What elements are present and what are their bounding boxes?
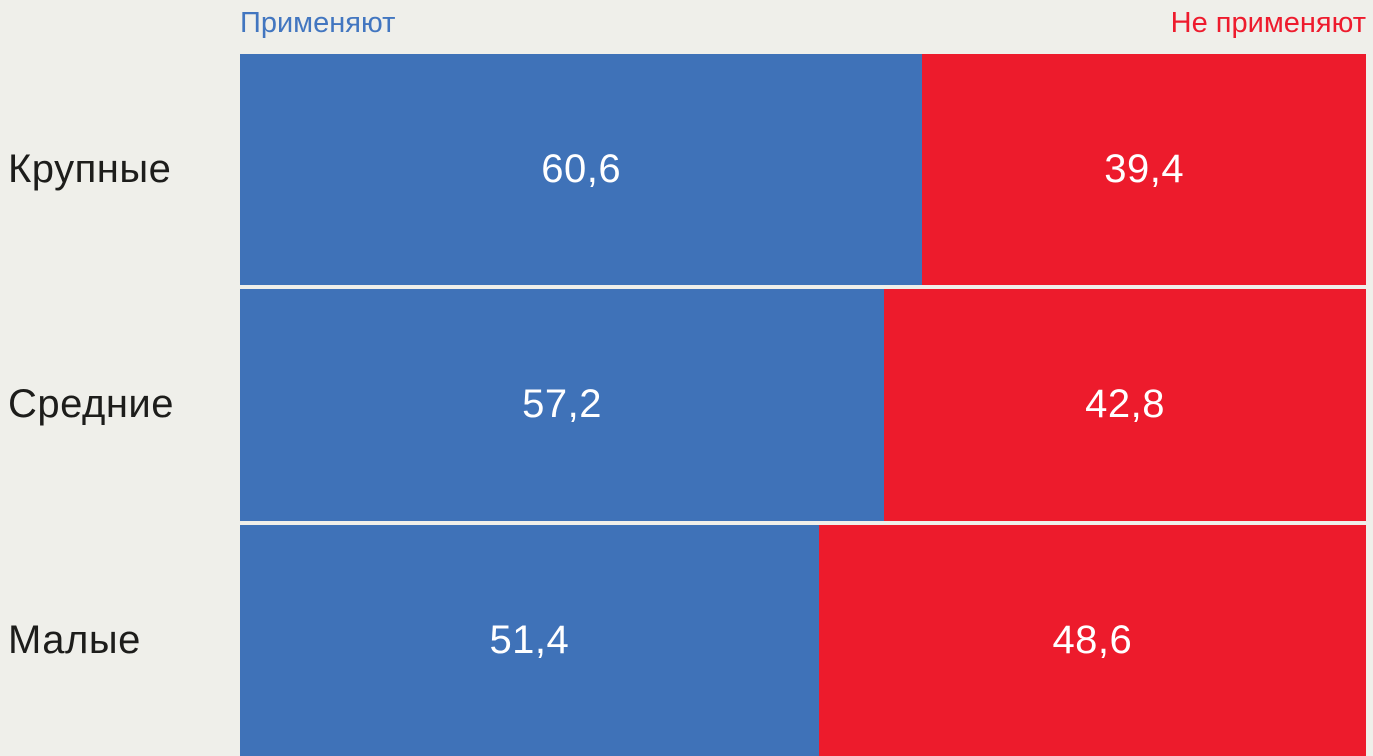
bar-segment-applied: 57,2	[240, 289, 885, 521]
category-label: Малые	[8, 617, 141, 662]
bar-track: 57,2 42,8	[240, 289, 1366, 521]
bar-segment-not-applied: 39,4	[922, 54, 1366, 286]
bar-segment-applied: 51,4	[240, 524, 819, 756]
legend-item-not-applied: Не применяют	[1170, 7, 1366, 39]
bar-value-label: 48,6	[1052, 617, 1133, 662]
legend-item-applied: Применяют	[240, 7, 396, 39]
category-label: Крупные	[8, 147, 172, 192]
bar-row-srednie: Средние 57,2 42,8	[0, 289, 1373, 521]
category-label: Средние	[8, 382, 175, 427]
bar-value-label: 42,8	[1085, 382, 1165, 427]
bar-value-label: 60,6	[541, 147, 622, 192]
bar-value-label: 51,4	[489, 617, 570, 662]
bar-value-label: 39,4	[1104, 147, 1185, 192]
bar-track: 60,6 39,4	[240, 54, 1366, 286]
bar-segment-not-applied: 42,8	[884, 289, 1366, 521]
bar-segment-not-applied: 48,6	[818, 524, 1366, 756]
bar-value-label: 57,2	[522, 382, 602, 427]
bar-row-malye: Малые 51,4 48,6	[0, 524, 1373, 756]
bar-row-krupnye: Крупные 60,6 39,4	[0, 54, 1373, 286]
bar-rows: Крупные 60,6 39,4 Средние 57,2 42,8	[0, 54, 1373, 756]
bar-segment-applied: 60,6	[240, 54, 923, 286]
bar-track: 51,4 48,6	[240, 524, 1366, 756]
chart-legend: Применяют Не применяют	[0, 0, 1373, 54]
